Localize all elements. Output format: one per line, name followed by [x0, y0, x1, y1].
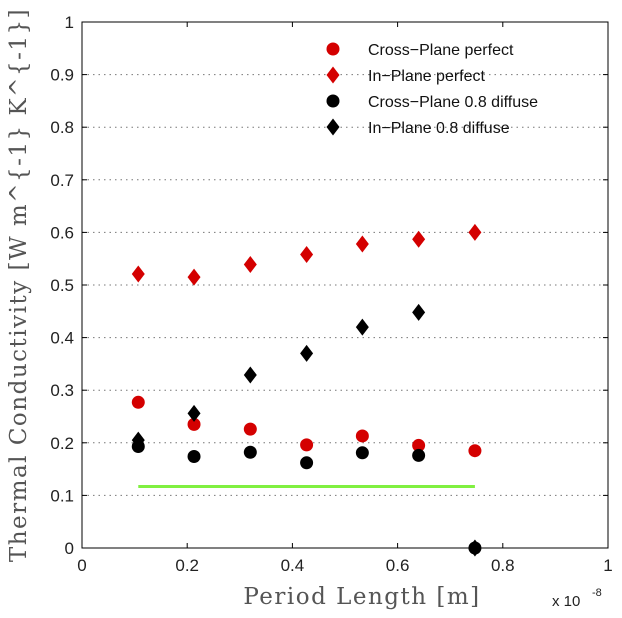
data-point	[355, 235, 369, 253]
legend-marker	[326, 118, 340, 136]
axis-ticks: 0 0.1 0.2 0.3 0.4 0.5 0.6 0.7 0.8 0.9 1 0 0.2 0.4 0.6 0…	[50, 13, 612, 575]
x-multiplier-exponent: -8	[592, 587, 602, 599]
data-point	[300, 438, 314, 452]
data-point	[187, 417, 201, 431]
x-tick-label: 0.4	[281, 556, 305, 575]
gridlines	[82, 74, 608, 496]
data-marks	[131, 223, 482, 557]
legend: Cross−Plane perfect In−Plane perfect Cross…	[326, 42, 538, 137]
legend-marker	[326, 66, 340, 84]
data-point	[187, 404, 201, 422]
legend-entry: In−Plane perfect	[326, 66, 486, 85]
data-point	[243, 255, 257, 273]
y-tick-label: 0.4	[50, 329, 74, 348]
legend-label: In−Plane perfect	[368, 68, 486, 85]
data-point	[412, 448, 426, 462]
data-point	[187, 268, 201, 286]
y-tick-label: 0.5	[50, 276, 74, 295]
series-3	[131, 439, 482, 555]
y-tick-label: 0.6	[50, 223, 74, 242]
y-tick-label: 0.9	[50, 66, 74, 85]
data-point	[355, 446, 369, 460]
y-tick-label: 0.3	[50, 381, 74, 400]
x-tick-label: 0.2	[175, 556, 199, 575]
series-1	[131, 395, 482, 458]
y-tick-label: 0.2	[50, 434, 74, 453]
data-point	[412, 438, 426, 452]
data-point	[300, 456, 314, 470]
data-point	[300, 344, 314, 362]
y-tick-label: 0.8	[50, 118, 74, 137]
data-point	[131, 265, 145, 283]
data-point	[243, 366, 257, 384]
data-point	[468, 223, 482, 241]
data-point	[468, 444, 482, 458]
data-point	[131, 395, 145, 409]
data-point	[412, 230, 426, 248]
x-tick-label: 1	[603, 556, 612, 575]
data-point	[300, 245, 314, 263]
data-point	[187, 449, 201, 463]
legend-label: Cross−Plane perfect	[368, 42, 514, 59]
legend-label: In−Plane 0.8 diffuse	[368, 120, 510, 137]
data-point	[243, 445, 257, 459]
y-tick-label: 0.7	[50, 171, 74, 190]
series-2	[131, 223, 482, 286]
x-tick-label: 0.8	[491, 556, 515, 575]
legend-entry: In−Plane 0.8 diffuse	[326, 118, 510, 137]
legend-entry: Cross−Plane perfect	[326, 42, 514, 59]
y-tick-label: 1	[65, 13, 74, 32]
legend-marker	[326, 42, 340, 56]
y-tick-label: 0.1	[50, 486, 74, 505]
data-point	[412, 303, 426, 321]
legend-marker	[326, 94, 340, 108]
x-axis-title: Period Length [m]	[243, 584, 480, 610]
x-tick-label: 0.6	[386, 556, 410, 575]
data-point	[355, 318, 369, 336]
y-tick-label: 0	[65, 539, 74, 558]
x-tick-label: 0	[77, 556, 86, 575]
x-multiplier-base: x 10	[552, 593, 580, 610]
legend-label: Cross−Plane 0.8 diffuse	[368, 94, 538, 111]
data-point	[468, 539, 482, 557]
series-4	[131, 303, 482, 557]
data-point	[131, 431, 145, 449]
data-point	[243, 422, 257, 436]
legend-entry: Cross−Plane 0.8 diffuse	[326, 94, 538, 111]
data-point	[355, 429, 369, 443]
x-axis-multiplier: x 10 -8	[552, 587, 602, 610]
y-axis-title: Thermal Conductivity [W m^{-1} K^{-1}]	[6, 8, 32, 562]
